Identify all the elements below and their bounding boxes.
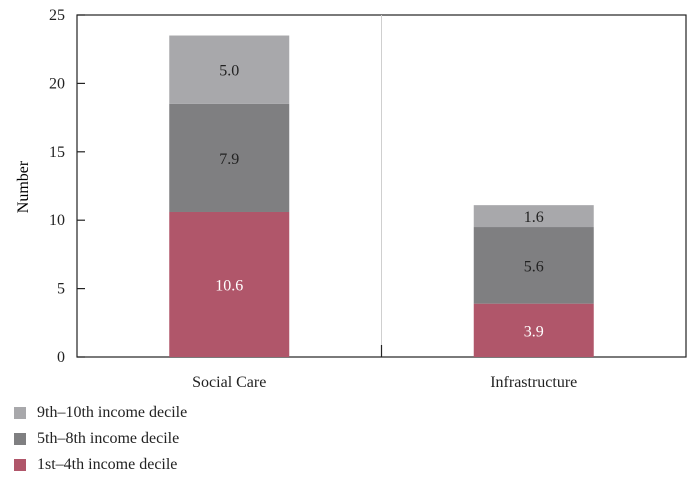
stacked-bar-chart: 0 5 10 15 20 25 10.6 7.9 5.0 Social Care 3.9 5.6 1.6…	[15, 7, 687, 391]
legend-label: 9th–10th income decile	[37, 404, 188, 421]
y-tick-label: 10	[49, 212, 65, 229]
bar-segment	[473, 205, 594, 228]
legend-swatch	[14, 459, 26, 471]
plot-area: 0 5 10 15 20 25 10.6 7.9 5.0 Social Care 3.9 5.6 1.6…	[49, 7, 687, 391]
legend-label: 5th–8th income decile	[37, 430, 180, 447]
legend-swatch	[14, 407, 26, 419]
data-label: 3.9	[524, 323, 544, 340]
legend-item: 5th–8th income decile	[14, 426, 187, 452]
data-label: 10.6	[215, 277, 243, 294]
legend-item: 9th–10th income decile	[14, 400, 187, 426]
legend-swatch	[14, 433, 26, 445]
bar-segment	[169, 211, 290, 357]
x-tick-label: Social Care	[192, 374, 266, 391]
legend: 9th–10th income decile 5th–8th income dec…	[14, 400, 187, 478]
y-tick-label: 15	[49, 144, 65, 161]
data-label: 5.6	[524, 258, 544, 275]
y-tick-label: 20	[49, 75, 65, 92]
data-label: 7.9	[219, 151, 239, 168]
y-axis-label: Number	[15, 160, 32, 213]
data-label: 1.6	[524, 209, 544, 226]
y-tick-label: 5	[57, 281, 65, 298]
legend-item: 1st–4th income decile	[14, 452, 187, 478]
bar-segment	[169, 103, 290, 212]
bar-segment	[473, 227, 594, 304]
y-tick-label: 25	[49, 7, 65, 24]
bar-segment	[473, 303, 594, 357]
y-tick-label: 0	[57, 349, 65, 366]
x-tick-label: Infrastructure	[490, 374, 577, 391]
data-label: 5.0	[219, 63, 239, 80]
legend-label: 1st–4th income decile	[37, 456, 178, 473]
bar-segment	[169, 35, 290, 104]
